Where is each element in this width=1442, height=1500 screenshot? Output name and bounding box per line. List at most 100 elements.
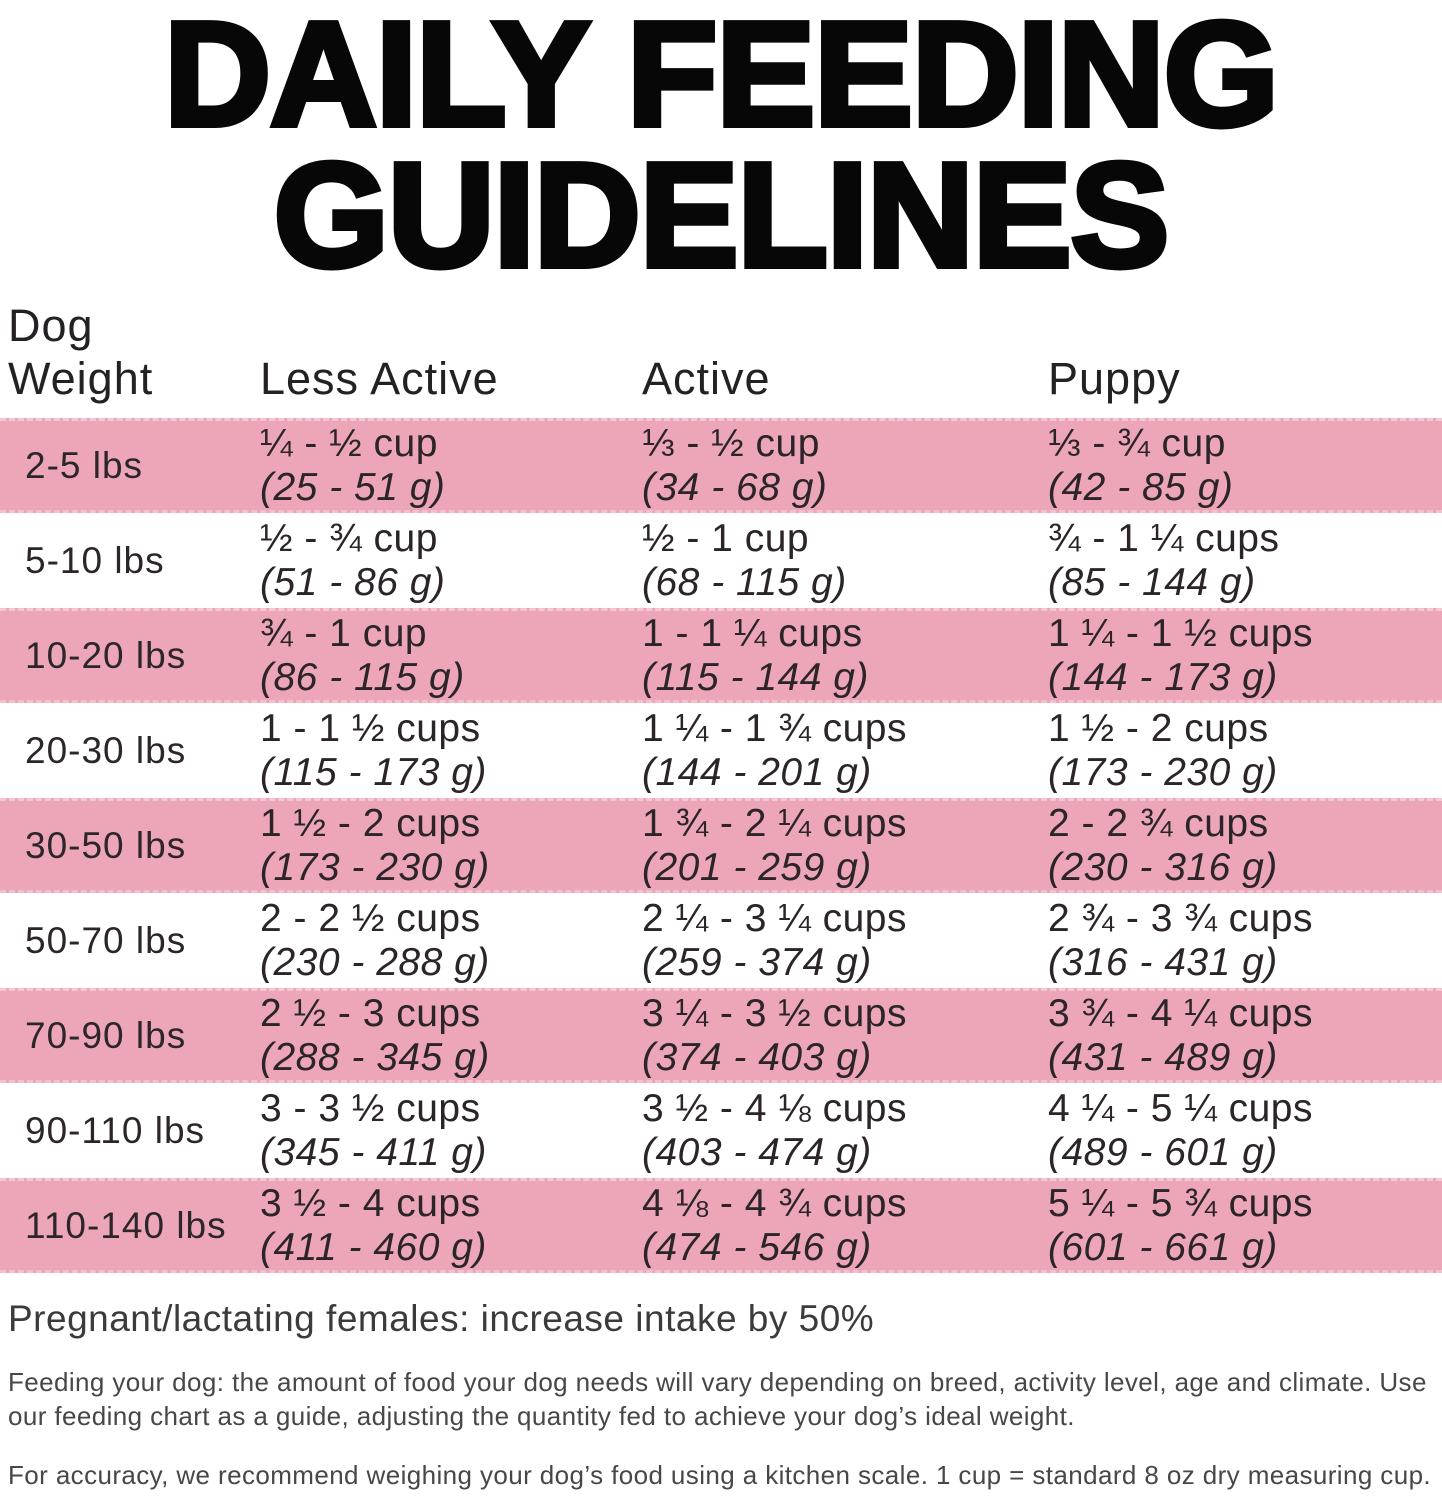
header-dog-weight-line1: Dog: [8, 300, 94, 351]
cups-range: 1 ¾ - 2 ¼ cups: [642, 801, 907, 845]
cups-range: 1 ¼ - 1 ½ cups: [1048, 611, 1313, 655]
table-row: 50-70 lbs 2 - 2 ½ cups (230 - 288 g) 2 ¼…: [0, 893, 1442, 988]
table-row: 70-90 lbs 2 ½ - 3 cups (288 - 345 g) 3 ¼…: [0, 988, 1442, 1083]
active-cell: 1 ¼ - 1 ¾ cups (144 - 201 g): [642, 707, 1048, 795]
header-dog-weight-line2: Weight: [8, 353, 154, 404]
less-active-cell: 3 - 3 ½ cups (345 - 411 g): [260, 1087, 642, 1175]
puppy-cell: 2 - 2 ¾ cups (230 - 316 g): [1048, 802, 1442, 890]
header-dog-weight: Dog Weight: [0, 299, 260, 405]
cups-range: 2 - 2 ¾ cups: [1048, 801, 1269, 845]
grams-range: (288 - 345 g): [260, 1035, 490, 1079]
grams-range: (431 - 489 g): [1048, 1035, 1278, 1079]
table-row: 110-140 lbs 3 ½ - 4 cups (411 - 460 g) 4…: [0, 1178, 1442, 1273]
page-title: DAILY FEEDING GUIDELINES: [0, 0, 1442, 298]
weight-cell: 10-20 lbs: [25, 634, 187, 676]
grams-range: (51 - 86 g): [260, 560, 446, 604]
puppy-cell: 4 ¼ - 5 ¼ cups (489 - 601 g): [1048, 1087, 1442, 1175]
puppy-cell: 1 ¼ - 1 ½ cups (144 - 173 g): [1048, 612, 1442, 700]
grams-range: (173 - 230 g): [1048, 750, 1278, 794]
grams-range: (86 - 115 g): [260, 655, 465, 699]
cups-range: 2 ¼ - 3 ¼ cups: [642, 896, 907, 940]
weight-cell: 2-5 lbs: [25, 444, 144, 486]
feeding-table: Dog Weight Less Active Active Puppy 2-5 …: [0, 292, 1442, 1273]
table-row: 5-10 lbs ½ - ¾ cup (51 - 86 g) ½ - 1 cup…: [0, 513, 1442, 608]
cups-range: ½ - 1 cup: [642, 516, 810, 560]
puppy-cell: 3 ¾ - 4 ¼ cups (431 - 489 g): [1048, 992, 1442, 1080]
grams-range: (411 - 460 g): [260, 1225, 487, 1269]
cups-range: 1 ¼ - 1 ¾ cups: [642, 706, 907, 750]
cups-range: 3 ½ - 4 cups: [260, 1181, 481, 1225]
header-less-active: Less Active: [260, 353, 499, 404]
cups-range: 4 ¼ - 5 ¼ cups: [1048, 1086, 1313, 1130]
table-row: 90-110 lbs 3 - 3 ½ cups (345 - 411 g) 3 …: [0, 1083, 1442, 1178]
grams-range: (403 - 474 g): [642, 1130, 872, 1174]
grams-range: (42 - 85 g): [1048, 465, 1234, 509]
less-active-cell: ¾ - 1 cup (86 - 115 g): [260, 612, 642, 700]
grams-range: (144 - 201 g): [642, 750, 872, 794]
grams-range: (489 - 601 g): [1048, 1130, 1278, 1174]
weight-cell: 5-10 lbs: [25, 539, 165, 581]
active-cell: ⅓ - ½ cup (34 - 68 g): [642, 422, 1048, 510]
page-title-line2: GUIDELINES: [271, 133, 1173, 298]
cups-range: 5 ¼ - 5 ¾ cups: [1048, 1181, 1313, 1225]
weight-cell: 70-90 lbs: [25, 1014, 187, 1056]
grams-range: (316 - 431 g): [1048, 940, 1278, 984]
grams-range: (115 - 173 g): [260, 750, 487, 794]
puppy-cell: 2 ¾ - 3 ¾ cups (316 - 431 g): [1048, 897, 1442, 985]
active-cell: ½ - 1 cup (68 - 115 g): [642, 517, 1048, 605]
cups-range: 1 - 1 ½ cups: [260, 706, 481, 750]
cups-range: 2 ¾ - 3 ¾ cups: [1048, 896, 1313, 940]
active-cell: 1 ¾ - 2 ¼ cups (201 - 259 g): [642, 802, 1048, 890]
footer-notes: Pregnant/lactating females: increase int…: [0, 1298, 1442, 1492]
cups-range: 1 - 1 ¼ cups: [642, 611, 863, 655]
active-cell: 2 ¼ - 3 ¼ cups (259 - 374 g): [642, 897, 1048, 985]
grams-range: (259 - 374 g): [642, 940, 872, 984]
puppy-cell: 1 ½ - 2 cups (173 - 230 g): [1048, 707, 1442, 795]
cups-range: ⅓ - ½ cup: [642, 421, 820, 465]
weight-cell: 30-50 lbs: [25, 824, 187, 866]
cups-range: 3 ¾ - 4 ¼ cups: [1048, 991, 1313, 1035]
grams-range: (201 - 259 g): [642, 845, 872, 889]
active-cell: 4 ⅛ - 4 ¾ cups (474 - 546 g): [642, 1182, 1048, 1270]
table-row: 10-20 lbs ¾ - 1 cup (86 - 115 g) 1 - 1 ¼…: [0, 608, 1442, 703]
cups-range: 4 ⅛ - 4 ¾ cups: [642, 1181, 907, 1225]
cups-range: 2 - 2 ½ cups: [260, 896, 481, 940]
puppy-cell: 5 ¼ - 5 ¾ cups (601 - 661 g): [1048, 1182, 1442, 1270]
grams-range: (144 - 173 g): [1048, 655, 1278, 699]
less-active-cell: 2 ½ - 3 cups (288 - 345 g): [260, 992, 642, 1080]
grams-range: (374 - 403 g): [642, 1035, 872, 1079]
cups-range: 3 ¼ - 3 ½ cups: [642, 991, 907, 1035]
cups-range: 1 ½ - 2 cups: [1048, 706, 1269, 750]
less-active-cell: 1 ½ - 2 cups (173 - 230 g): [260, 802, 642, 890]
active-cell: 3 ½ - 4 ⅛ cups (403 - 474 g): [642, 1087, 1048, 1175]
grams-range: (474 - 546 g): [642, 1225, 872, 1269]
feeding-note: Feeding your dog: the amount of food you…: [8, 1367, 1427, 1431]
grams-range: (34 - 68 g): [642, 465, 828, 509]
weight-cell: 50-70 lbs: [25, 919, 187, 961]
less-active-cell: 1 - 1 ½ cups (115 - 173 g): [260, 707, 642, 795]
grams-range: (25 - 51 g): [260, 465, 446, 509]
cups-range: 1 ½ - 2 cups: [260, 801, 481, 845]
less-active-cell: ½ - ¾ cup (51 - 86 g): [260, 517, 642, 605]
header-puppy: Puppy: [1048, 353, 1181, 404]
grams-range: (68 - 115 g): [642, 560, 847, 604]
cups-range: ½ - ¾ cup: [260, 516, 438, 560]
grams-range: (85 - 144 g): [1048, 560, 1256, 604]
cups-range: ¾ - 1 ¼ cups: [1048, 516, 1280, 560]
table-row: 30-50 lbs 1 ½ - 2 cups (173 - 230 g) 1 ¾…: [0, 798, 1442, 893]
puppy-cell: ¾ - 1 ¼ cups (85 - 144 g): [1048, 517, 1442, 605]
grams-range: (601 - 661 g): [1048, 1225, 1278, 1269]
less-active-cell: 2 - 2 ½ cups (230 - 288 g): [260, 897, 642, 985]
accuracy-note: For accuracy, we recommend weighing your…: [8, 1460, 1432, 1490]
cups-range: 3 ½ - 4 ⅛ cups: [642, 1086, 907, 1130]
less-active-cell: 3 ½ - 4 cups (411 - 460 g): [260, 1182, 642, 1270]
grams-range: (230 - 288 g): [260, 940, 490, 984]
pregnant-note: Pregnant/lactating females: increase int…: [8, 1298, 875, 1339]
less-active-cell: ¼ - ½ cup (25 - 51 g): [260, 422, 642, 510]
weight-cell: 20-30 lbs: [25, 729, 187, 771]
active-cell: 3 ¼ - 3 ½ cups (374 - 403 g): [642, 992, 1048, 1080]
cups-range: ⅓ - ¾ cup: [1048, 421, 1226, 465]
grams-range: (115 - 144 g): [642, 655, 869, 699]
page-title-line1: DAILY FEEDING: [161, 0, 1282, 157]
